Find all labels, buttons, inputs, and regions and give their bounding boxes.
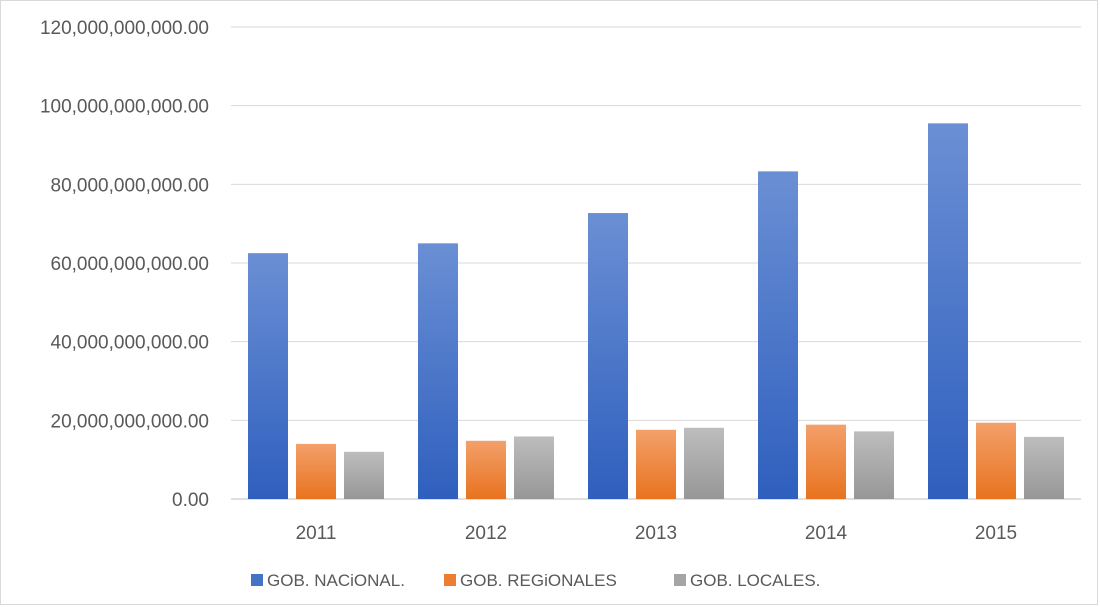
- legend-label: GOB. LOCALES.: [690, 571, 820, 590]
- bar-regionales-2012: [466, 440, 506, 499]
- bar-nacional-2011: [248, 253, 288, 499]
- x-tick-label: 2013: [635, 523, 677, 544]
- bar-nacional-2013: [588, 213, 628, 499]
- legend-label: GOB. REGiONALES: [460, 571, 617, 590]
- x-tick-label: 2015: [975, 523, 1017, 544]
- y-tick-label: 80,000,000,000.00: [51, 175, 210, 196]
- bar-locales-2013: [684, 427, 724, 499]
- bar-regionales-2014: [806, 424, 846, 499]
- legend-label: GOB. NACiONAL.: [267, 571, 405, 590]
- gridlines: [231, 26, 1081, 500]
- bar-locales-2015: [1024, 436, 1064, 499]
- bar-locales-2014: [854, 431, 894, 499]
- y-tick-label: 20,000,000,000.00: [51, 411, 210, 432]
- y-axis: 0.00 20,000,000,000.00 40,000,000,000.00 60…: [40, 18, 209, 511]
- legend: GOB. NACiONAL. GOB. REGiONALES GOB. LOCALE…: [251, 571, 820, 590]
- bar-nacional-2012: [418, 243, 458, 499]
- legend-swatch: [444, 574, 456, 586]
- bar-nacional-2014: [758, 171, 798, 499]
- bar-locales-2012: [514, 436, 554, 499]
- legend-swatch: [674, 574, 686, 586]
- y-tick-label: 40,000,000,000.00: [51, 333, 210, 354]
- bar-locales-2011: [344, 451, 384, 499]
- bars: [248, 123, 1064, 499]
- x-tick-label: 2012: [465, 523, 507, 544]
- legend-swatch: [251, 574, 263, 586]
- bar-regionales-2013: [636, 429, 676, 499]
- y-tick-label: 60,000,000,000.00: [51, 254, 210, 275]
- y-tick-label: 120,000,000,000.00: [40, 18, 209, 39]
- bar-regionales-2015: [976, 422, 1016, 499]
- bar-nacional-2015: [928, 123, 968, 499]
- y-tick-label: 100,000,000,000.00: [40, 97, 209, 118]
- y-tick-label: 0.00: [172, 490, 209, 511]
- bar-regionales-2011: [296, 443, 336, 499]
- x-tick-label: 2011: [296, 523, 337, 544]
- x-axis: 2011 2012 2013 2014 2015: [296, 523, 1018, 544]
- x-tick-label: 2014: [805, 523, 848, 544]
